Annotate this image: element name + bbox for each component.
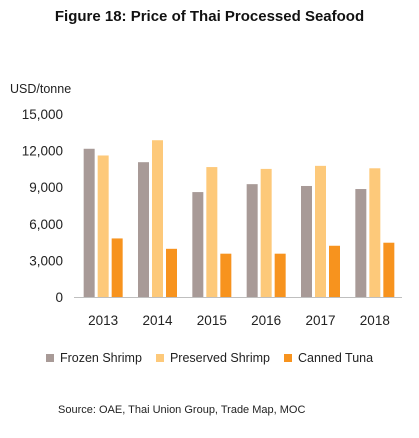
bar-canned-tuna-2017 — [329, 245, 340, 297]
x-tick-label: 2013 — [88, 313, 118, 328]
chart-title: Figure 18: Price of Thai Processed Seafo… — [54, 8, 365, 25]
bar-preserved-shrimp-2018 — [369, 168, 381, 297]
bar-canned-tuna-2013 — [111, 238, 123, 297]
bar-frozen-shrimp-2017 — [301, 185, 312, 297]
bar-frozen-shrimp-2015 — [192, 192, 204, 297]
x-tick-label: 2017 — [305, 313, 335, 328]
bar-frozen-shrimp-2014 — [138, 162, 149, 297]
y-tick-label: 0 — [55, 290, 63, 305]
bar-preserved-shrimp-2015 — [206, 167, 218, 297]
bar-canned-tuna-2015 — [220, 253, 232, 297]
x-tick-label: 2015 — [197, 313, 227, 328]
legend-label-preserved-shrimp: Preserved Shrimp — [169, 351, 270, 365]
bar-frozen-shrimp-2013 — [83, 148, 95, 297]
bar-preserved-shrimp-2013 — [97, 155, 109, 297]
y-tick-label: 3,000 — [29, 253, 63, 268]
x-tick-label: 2018 — [360, 313, 390, 328]
x-tick-label: 2014 — [142, 313, 173, 328]
x-tick-label: 2016 — [251, 313, 281, 328]
bar-preserved-shrimp-2016 — [260, 168, 272, 297]
legend: Frozen Shrimp Preserved Shrimp Canned Tu… — [0, 351, 419, 365]
y-tick-label: 9,000 — [29, 180, 63, 195]
legend-swatch-canned-tuna — [283, 354, 292, 362]
legend-item-canned-tuna: Canned Tuna — [283, 351, 374, 365]
legend-label-frozen-shrimp: Frozen Shrimp — [59, 351, 142, 365]
legend-item-preserved-shrimp: Preserved Shrimp — [155, 351, 270, 365]
bar-canned-tuna-2014 — [166, 248, 177, 297]
y-tick-label: 15,000 — [22, 107, 63, 122]
y-tick-label: 6,000 — [29, 217, 63, 232]
source-note: Source: OAE, Thai Union Group, Trade Map… — [58, 404, 306, 416]
bar-frozen-shrimp-2018 — [355, 189, 367, 297]
bar-canned-tuna-2018 — [383, 242, 395, 297]
legend-swatch-frozen-shrimp — [45, 354, 54, 362]
bar-canned-tuna-2016 — [274, 253, 286, 297]
y-axis-unit-label: USD/tonne — [10, 82, 72, 96]
bar-preserved-shrimp-2014 — [152, 140, 163, 297]
bar-frozen-shrimp-2016 — [246, 184, 258, 297]
bar-preserved-shrimp-2017 — [315, 165, 326, 297]
legend-item-frozen-shrimp: Frozen Shrimp — [45, 351, 142, 365]
legend-label-canned-tuna: Canned Tuna — [297, 351, 374, 365]
legend-swatch-preserved-shrimp — [155, 354, 164, 362]
y-tick-label: 12,000 — [22, 144, 63, 159]
